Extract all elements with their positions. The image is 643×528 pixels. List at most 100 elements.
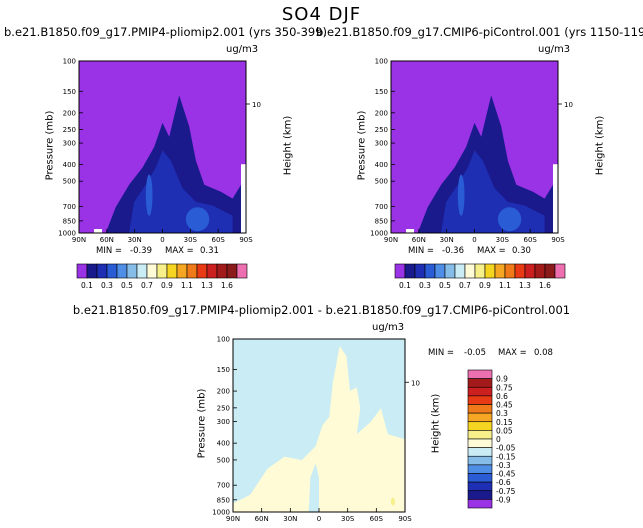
panel3-ytick-label: 100 — [217, 336, 230, 344]
panel2-xtick-label: 90S — [551, 236, 565, 244]
panel3-xtick-label: 0 — [317, 515, 321, 523]
panel2-ytick-label: 150 — [375, 88, 388, 96]
panel2-xtick-label: 30S — [496, 236, 510, 244]
panel3-contour-positive — [233, 345, 405, 512]
panel2-min-label: MIN = — [408, 246, 435, 256]
panel3-ytick-label: 700 — [217, 482, 230, 490]
panel2-colorbar-label: 0.7 — [459, 281, 471, 290]
panel3-max-label: MAX = — [498, 348, 527, 358]
panel3-colorbar-label: -0.15 — [496, 452, 516, 461]
panel2-colorbar-box — [554, 263, 566, 279]
panel2-units: ug/m3 — [538, 44, 571, 55]
panel2-colorbar-box — [454, 263, 466, 279]
panel3-title: b.e21.B1850.f09_g17.PMIP4-pliomip2.001 -… — [72, 303, 571, 317]
panel3-colorbar-box — [467, 395, 493, 405]
panel1-xtick-label: 0 — [160, 236, 164, 244]
panel3-xtick-label: 30S — [341, 515, 355, 523]
panel2-colorbar-label: 0.9 — [479, 281, 491, 290]
panel3-xtick-label: 60S — [370, 515, 384, 523]
panel3-colorbar-label: -0.75 — [496, 487, 516, 496]
panel1-colorbar-box — [106, 263, 118, 279]
panel1-colorbar-label: 1.6 — [221, 281, 233, 290]
panel2-y2tick-label: 10 — [564, 101, 573, 109]
panel3-colorbar-box — [467, 455, 493, 466]
panel2-contour-column — [457, 174, 465, 216]
panel3-contour-spot — [390, 497, 395, 506]
panel3-colorbar-box — [467, 430, 493, 440]
panel3-colorbar-label: -0.9 — [496, 495, 511, 504]
panel2-ytick-label: 400 — [375, 161, 388, 169]
panel2-colorbar-box — [444, 263, 456, 279]
panel1-colorbar-box — [156, 263, 168, 279]
panel2-xtick-label: 0 — [472, 236, 476, 244]
panel2-colorbar-box — [484, 263, 496, 279]
panel2-colorbar-box — [394, 263, 406, 279]
panel3-min-value: -0.05 — [464, 348, 486, 358]
panel2-xtick-label: 90N — [384, 236, 398, 244]
panel2-frame — [390, 60, 559, 234]
panel3-ytick-label: 850 — [217, 496, 230, 504]
panel3-colorbar-label: 0.15 — [496, 418, 513, 427]
panel3-xtick-label: 90N — [226, 515, 240, 523]
panel3-min-label: MIN = — [428, 348, 455, 358]
panel3-xtick-label: 30N — [283, 515, 297, 523]
panel1-missing-data — [240, 164, 246, 233]
panel1-ytick-label: 150 — [63, 88, 76, 96]
panel1-xtick-label: 90N — [72, 236, 86, 244]
panel1-ytick-label: 400 — [63, 161, 76, 169]
panel1-title: b.e21.B1850.f09_g17.PMIP4-pliomip2.001 (… — [4, 25, 328, 39]
panel3-colorbar-box — [467, 438, 493, 448]
panel1-xtick-label: 90S — [239, 236, 253, 244]
panel2-colorbar-box — [414, 263, 426, 279]
panel3-frame — [232, 338, 406, 513]
panel2-contour-blob — [497, 207, 522, 232]
panel3-colorbar-label: -0.05 — [496, 444, 516, 453]
panel1-ytick-label: 300 — [63, 140, 76, 148]
panel2-colorbar-box — [534, 263, 546, 279]
panel1-contour-blob — [185, 207, 210, 232]
panel1-colorbar-box — [146, 263, 158, 279]
panel3-colorbar-box — [467, 369, 493, 379]
panel3-contour-negative — [308, 463, 319, 512]
panel1-colorbar-box — [136, 263, 148, 279]
panel2-missing-data-small — [406, 229, 415, 233]
panel3-colorbar-label: 0.3 — [496, 409, 508, 418]
panel2-colorbar-box — [494, 263, 506, 279]
panel1-ytick-label: 200 — [63, 109, 76, 117]
panel2-missing-data — [552, 164, 558, 233]
panel1-colorbar-box — [76, 263, 88, 279]
panel2-max-value: 0.30 — [512, 246, 531, 256]
panel3-max-value: 0.08 — [534, 348, 553, 358]
panel3-y2tick-label: 10 — [411, 379, 420, 387]
panel1-ytick-label: 500 — [63, 178, 76, 186]
panel1-ytick-label: 700 — [63, 203, 76, 211]
panel1-xtick-label: 60N — [100, 236, 114, 244]
panel3-colorbar-label: 0.45 — [496, 401, 513, 410]
panel2-colorbar-label: 1.1 — [499, 281, 511, 290]
panel2-colorbar-box — [404, 263, 416, 279]
panel1-colorbar-box — [236, 263, 248, 279]
panel3-ytick-label: 200 — [217, 388, 230, 396]
panel1-y2tick-label: 10 — [252, 101, 261, 109]
panel1-ytick-label: 850 — [63, 217, 76, 225]
panel2-colorbar-box — [544, 263, 556, 279]
panel2-ytick-label: 250 — [375, 126, 388, 134]
panel3-colorbar-label: 0.05 — [496, 426, 513, 435]
panel3-y2label: Height (km) — [430, 393, 442, 454]
panel3-colorbar-label: -0.3 — [496, 461, 511, 470]
panel3-colorbar-box — [467, 447, 493, 457]
panel1-frame — [78, 60, 247, 234]
panel3-colorbar-box — [467, 490, 493, 500]
panel2-ytick-label: 100 — [375, 58, 388, 66]
panel3-ytick-label: 150 — [217, 366, 230, 374]
panel1-ytick-label: 1000 — [58, 230, 76, 238]
panel2-colorbar-box — [474, 263, 486, 279]
panel2-colorbar-box — [424, 263, 436, 279]
panel3-colorbar-label: 0.9 — [496, 375, 508, 384]
panel3-colorbar-box — [467, 386, 493, 397]
panel2-ylabel: Pressure (mb) — [356, 110, 368, 181]
panel2-colorbar-box — [464, 263, 476, 279]
panel3-colorbar-label: 0.6 — [496, 392, 508, 401]
panel1-max-value: 0.31 — [200, 246, 219, 256]
panel2-ytick-label: 850 — [375, 217, 388, 225]
